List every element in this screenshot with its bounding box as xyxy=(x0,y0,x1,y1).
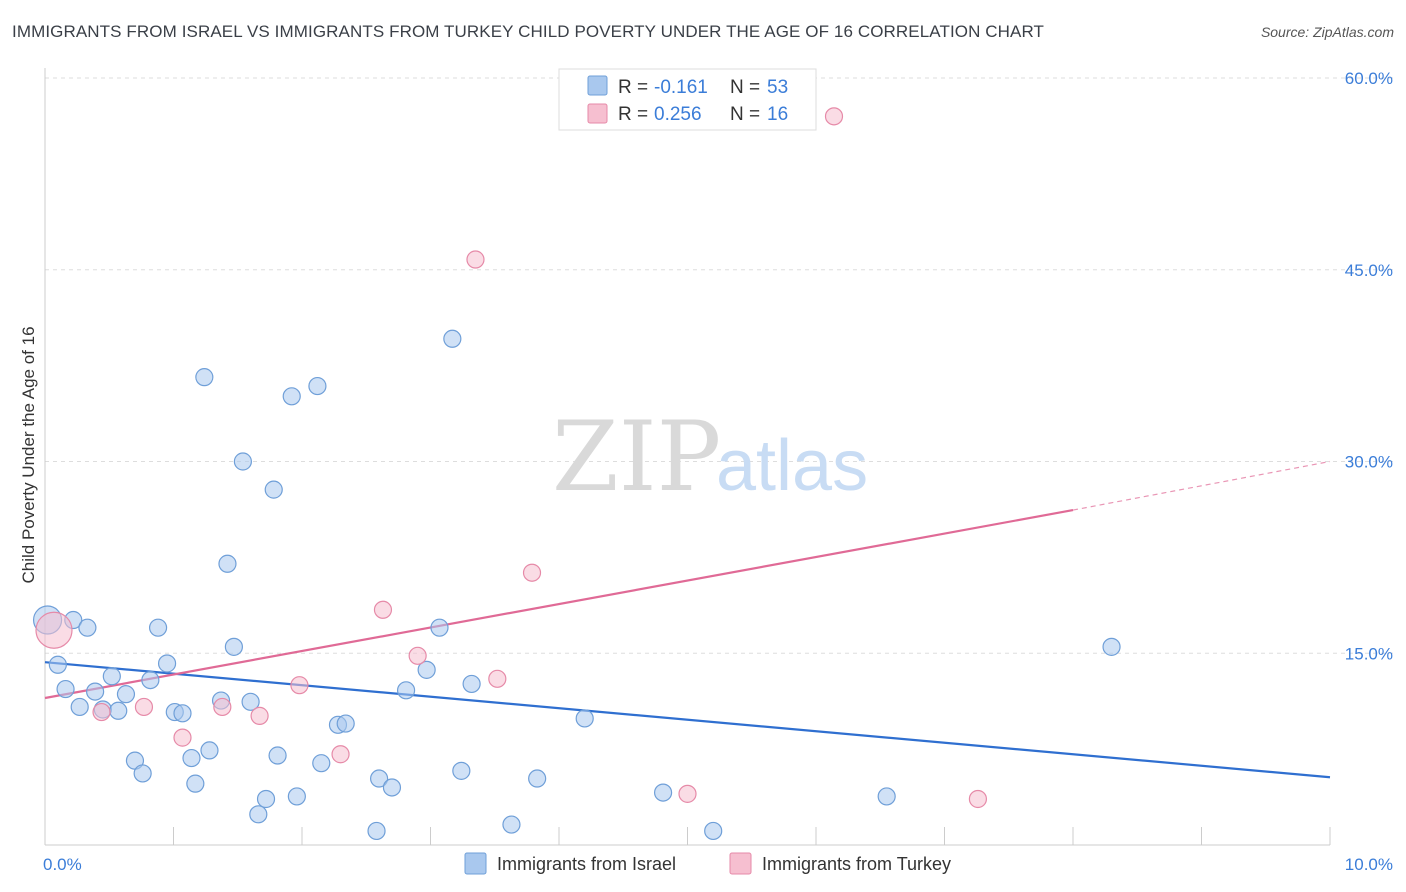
point-israel xyxy=(396,681,416,700)
point-turkey xyxy=(331,745,350,764)
y-tick-label-3: 60.0% xyxy=(1345,69,1393,88)
point-israel xyxy=(1102,637,1121,656)
point-turkey xyxy=(488,669,507,688)
point-israel xyxy=(462,674,481,694)
point-israel xyxy=(195,368,214,387)
legend-r-value-turkey: 0.256 xyxy=(654,104,702,125)
legend-r-label-israel: R = xyxy=(618,77,648,98)
point-israel xyxy=(502,815,521,834)
series-legend-swatch-turkey xyxy=(729,852,752,875)
legend-n-label-israel: N = xyxy=(730,77,760,98)
series-legend-label-israel: Immigrants from Israel xyxy=(497,854,676,874)
point-israel xyxy=(528,769,547,788)
series-legend-label-turkey: Immigrants from Turkey xyxy=(762,854,951,874)
point-israel xyxy=(704,821,723,841)
point-turkey xyxy=(522,563,542,582)
point-israel xyxy=(173,704,192,723)
trend-line-turkey-extension xyxy=(1072,460,1331,511)
point-israel xyxy=(877,787,896,806)
watermark-zip: ZIP xyxy=(552,401,721,513)
y-tick-label-0: 15.0% xyxy=(1345,644,1393,663)
legend-r-label-turkey: R = xyxy=(618,104,648,125)
point-israel xyxy=(452,761,471,780)
point-israel xyxy=(186,774,205,793)
x-tick-label-0: 0.0% xyxy=(43,855,82,874)
point-israel xyxy=(249,805,268,824)
legend-swatch-turkey xyxy=(587,103,608,124)
trend-line-israel xyxy=(44,661,1331,779)
point-israel xyxy=(224,637,243,656)
point-israel xyxy=(48,655,67,674)
point-turkey xyxy=(678,784,697,803)
zipatlas-watermark: ZIP atlas xyxy=(552,401,868,513)
point-israel xyxy=(116,685,136,704)
correlation-legend: R = -0.161 N = 53 R = 0.256 N = 16 xyxy=(558,68,817,131)
point-israel xyxy=(312,754,331,773)
trend-layer xyxy=(44,460,1331,779)
point-turkey xyxy=(92,702,111,722)
point-israel xyxy=(109,701,128,720)
y-tick-label-2: 45.0% xyxy=(1345,261,1393,280)
point-israel xyxy=(336,714,355,733)
point-israel xyxy=(653,783,673,802)
watermark-atlas: atlas xyxy=(716,426,868,506)
legend-n-value-israel: 53 xyxy=(767,77,788,98)
point-israel xyxy=(148,618,168,637)
point-turkey xyxy=(290,676,309,695)
point-israel xyxy=(157,654,177,673)
point-israel xyxy=(370,769,389,788)
point-israel xyxy=(133,764,152,783)
point-israel xyxy=(264,480,283,499)
legend-n-value-turkey: 16 xyxy=(767,104,788,125)
source-credit: Source: ZipAtlas.com xyxy=(1260,24,1394,40)
grid-layer xyxy=(45,77,1395,654)
point-israel xyxy=(182,748,201,768)
point-israel xyxy=(86,682,105,701)
point-israel xyxy=(287,787,306,806)
legend-swatch-israel xyxy=(587,75,608,96)
point-israel xyxy=(233,452,252,471)
x-tick-label-1: 10.0% xyxy=(1345,855,1393,874)
point-israel xyxy=(382,778,402,797)
y-axis-label: Child Poverty Under the Age of 16 xyxy=(19,326,38,583)
point-turkey xyxy=(250,706,269,725)
point-turkey xyxy=(134,697,154,717)
point-israel xyxy=(430,618,449,637)
point-israel xyxy=(282,387,301,406)
point-israel xyxy=(367,821,386,841)
point-israel xyxy=(56,679,75,699)
legend-n-label-turkey: N = xyxy=(730,104,760,125)
point-turkey xyxy=(213,697,232,717)
series-legend-swatch-israel xyxy=(464,852,487,875)
point-israel xyxy=(102,667,121,686)
tick-layer: 15.0% 30.0% 45.0% 60.0% 0.0% 10.0% xyxy=(43,69,1393,874)
legend-r-value-israel: -0.161 xyxy=(654,77,708,98)
point-israel xyxy=(417,660,436,679)
point-israel xyxy=(218,554,237,573)
point-turkey xyxy=(466,250,485,269)
y-tick-label-1: 30.0% xyxy=(1345,453,1393,472)
chart-title: IMMIGRANTS FROM ISRAEL VS IMMIGRANTS FRO… xyxy=(12,22,1045,41)
point-turkey xyxy=(173,728,192,747)
series-legend: Immigrants from Israel Immigrants from T… xyxy=(464,852,951,875)
point-turkey xyxy=(35,611,73,649)
point-israel xyxy=(268,746,287,765)
point-turkey xyxy=(408,646,427,665)
point-israel xyxy=(443,329,462,348)
trend-line-turkey xyxy=(44,508,1074,700)
point-israel xyxy=(241,692,260,711)
point-turkey xyxy=(824,107,844,126)
point-israel xyxy=(308,376,327,396)
point-israel xyxy=(200,741,219,760)
point-turkey xyxy=(968,789,988,809)
point-layer xyxy=(32,107,1121,841)
point-israel xyxy=(78,618,97,637)
point-turkey xyxy=(373,600,393,619)
point-israel xyxy=(256,789,276,809)
point-israel xyxy=(141,670,160,690)
point-israel xyxy=(70,697,89,717)
point-israel xyxy=(575,709,594,728)
